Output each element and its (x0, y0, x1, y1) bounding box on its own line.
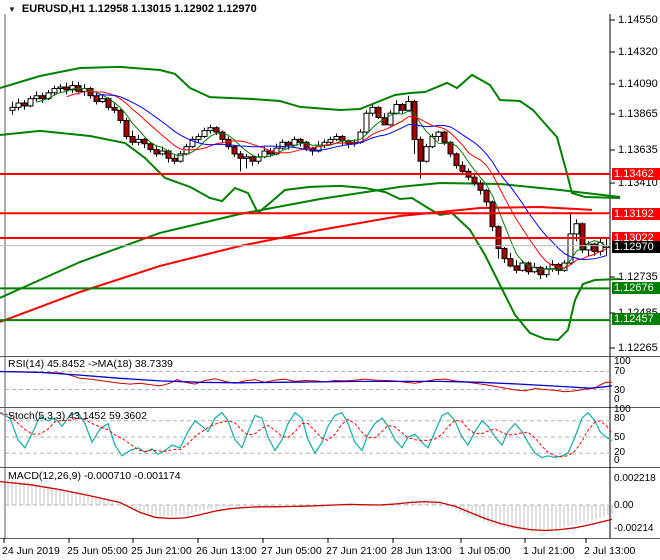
price-badge-green: 1.12676 (612, 282, 660, 294)
macd-scale-label: -0.00214 (614, 523, 654, 534)
stoch-scale-label: 20 (614, 447, 626, 458)
stoch-indicator-label: Stoch(5,3,3) 43.1452 59.3602 (8, 410, 147, 422)
macd-scale-label: 0.002218 (614, 473, 656, 484)
stoch-scale-label: 50 (614, 432, 626, 443)
price-badge-red: 1.13462 (612, 168, 660, 180)
price-tick-label: 1.14550 (618, 14, 658, 26)
macd-scale-label: 0.00 (614, 500, 634, 511)
date-label: 1 Jul 05:00 (459, 545, 511, 557)
rsi-scale-label: 0 (614, 394, 620, 405)
date-label: 1 Jul 21:00 (523, 545, 575, 557)
stoch-scale-label: 100 (614, 404, 631, 415)
price-tick-label: 1.14090 (618, 78, 658, 90)
price-tick-label: 1.14320 (618, 46, 658, 58)
date-label: 25 Jun 21:00 (131, 545, 192, 557)
date-label: 27 Jun 21:00 (326, 545, 387, 557)
rsi-scale-label: 100 (614, 356, 631, 367)
rsi-scale-label: 30 (614, 385, 626, 396)
price-tick-label: 1.12265 (618, 342, 658, 354)
rsi-indicator-label: RSI(14) 45.8452 ->MA(18) 38.7339 (8, 358, 173, 370)
date-label: 2 Jul 13:00 (584, 545, 636, 557)
price-badge-red: 1.13192 (612, 208, 660, 220)
chart-title-bar: ▼ EURUSD,H1 1.12958 1.13015 1.12902 1.12… (8, 3, 257, 15)
collapse-triangle-icon[interactable]: ▼ (8, 4, 16, 14)
price-badge-green: 1.12457 (612, 313, 660, 325)
chart-title: EURUSD,H1 1.12958 1.13015 1.12902 1.1297… (21, 3, 257, 15)
stoch-scale-label: 80 (614, 413, 626, 424)
date-label: 26 Jun 13:00 (196, 545, 257, 557)
price-tick-label: 1.13865 (618, 108, 658, 120)
date-label: 25 Jun 05:00 (67, 545, 128, 557)
price-tick-label: 1.12735 (618, 271, 658, 283)
price-badge-black: 1.12970 (612, 241, 660, 253)
price-tick-label: 1.13410 (618, 177, 658, 189)
price-tick-label: 1.13635 (618, 144, 658, 156)
rsi-scale-label: 70 (614, 366, 626, 377)
date-label: 28 Jun 13:00 (391, 545, 452, 557)
date-label: 24 Jun 2019 (2, 545, 60, 557)
stoch-scale-label: 0 (614, 455, 620, 466)
macd-indicator-label: MACD(12,26,9) -0.000710 -0.001174 (8, 470, 181, 482)
date-label: 27 Jun 05:00 (261, 545, 322, 557)
